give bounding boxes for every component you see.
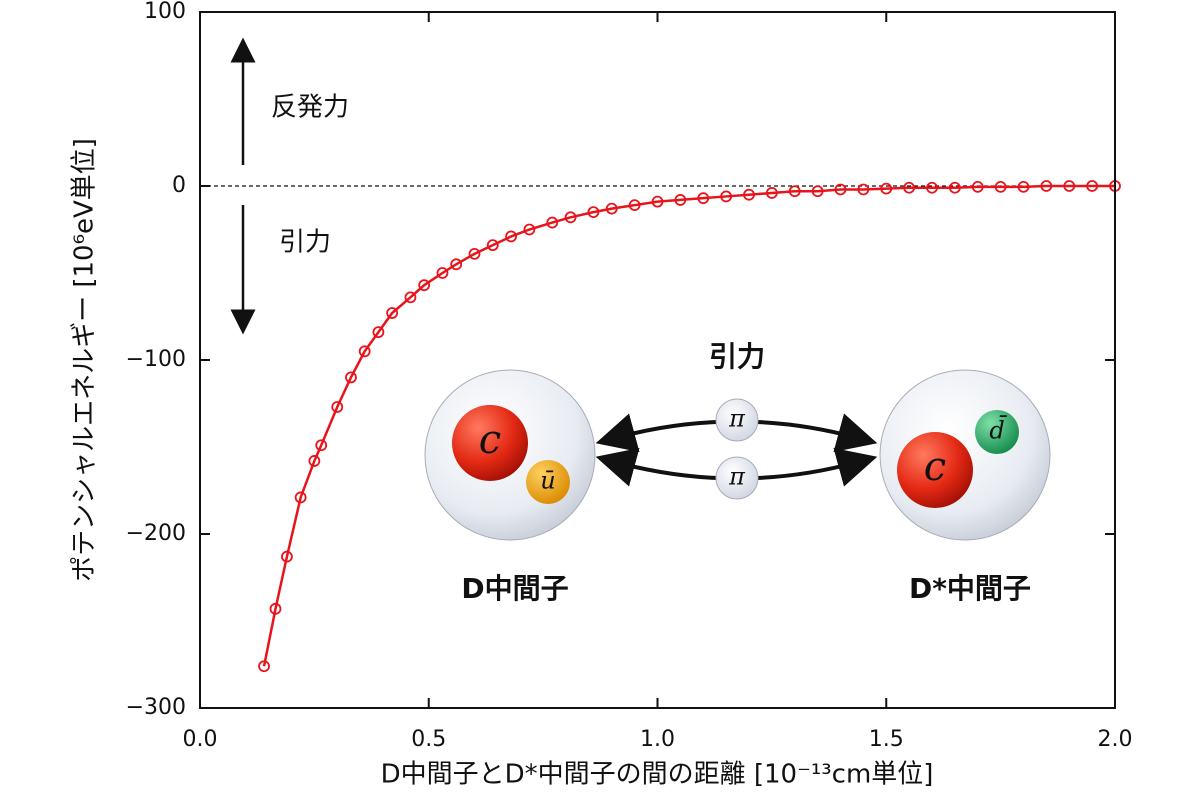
data-point [765,187,778,199]
pion [715,456,759,500]
data-point [523,223,536,236]
data-point [358,345,371,358]
data-point [486,239,499,252]
data-point [294,491,307,504]
quark [452,405,528,481]
data-point [315,439,328,452]
data-point [269,602,282,615]
data-point [418,279,431,292]
y-tick-label: −100 [126,347,186,372]
annotation: 反発力 [271,93,349,123]
x-axis-label: D中間子とD*中間子の間の距離 [10⁻¹³cm単位] [381,760,934,790]
quark [897,432,973,508]
x-tick-label: 1.0 [640,727,675,752]
data-point [926,181,938,194]
data-point [628,199,641,212]
data-point [743,188,755,201]
y-tick-label: −300 [126,695,186,720]
data-point [971,180,984,193]
data-point [1063,180,1076,192]
data-point [386,307,399,319]
data-point [331,401,344,413]
meson-label: D中間子 [461,572,568,605]
data-point [1086,180,1099,192]
data-point [281,550,293,563]
data-point [948,181,961,194]
data-line [262,184,1115,667]
pion-label: π [728,463,746,491]
data-point [258,660,270,673]
data-point [546,216,559,229]
data-point [1017,180,1030,193]
data-point [404,291,417,304]
data-point [605,202,618,215]
x-tick-label: 0.5 [411,727,446,752]
data-point [834,183,847,196]
quark [526,460,570,504]
x-tick-label: 0.0 [183,727,218,752]
data-point [674,194,687,206]
meson-label: D*中間子 [909,572,1031,605]
data-point [372,326,385,339]
data-point [345,371,357,384]
quark [975,410,1019,454]
quark-label: ū [540,467,555,495]
data-point [308,455,321,467]
data-point [857,183,870,196]
data-point [697,192,710,205]
data-point [994,180,1007,193]
data-point [564,211,577,224]
data-point [1040,180,1053,192]
data-point [788,185,801,198]
quark-label: c [479,417,501,463]
data-point [903,181,916,194]
y-axis-label: ポテンシャルエネルギー [10⁶eV単位] [70,138,100,582]
plot-area: −300 −200 −100 0 100 0.0 0.5 1.0 1.5 2.0 [126,0,1133,752]
data-point [450,258,463,271]
data-point [720,190,733,203]
plot-frame [199,11,1116,709]
y-tick-label: −200 [126,521,186,546]
inset-title: 引力 [709,340,765,373]
quark-label: d̄ [989,415,1007,444]
x-tick-label: 1.5 [869,727,904,752]
annotation: 引力 [279,228,331,258]
data-point [587,206,600,219]
data-point [651,195,664,208]
y-tick-label: 100 [144,0,186,24]
pion-label: π [728,405,746,433]
inset: 引力 c ū c d̄ π π D中間子 D*中間子 [424,340,1051,605]
pion [715,398,759,442]
y-tick-label: 0 [172,173,186,198]
data-point [880,182,893,195]
data-point [505,230,518,243]
data-point [436,267,449,279]
quark-label: c [924,444,946,490]
data-point [468,247,481,260]
data-point [811,185,824,198]
x-tick-label: 2.0 [1098,727,1133,752]
